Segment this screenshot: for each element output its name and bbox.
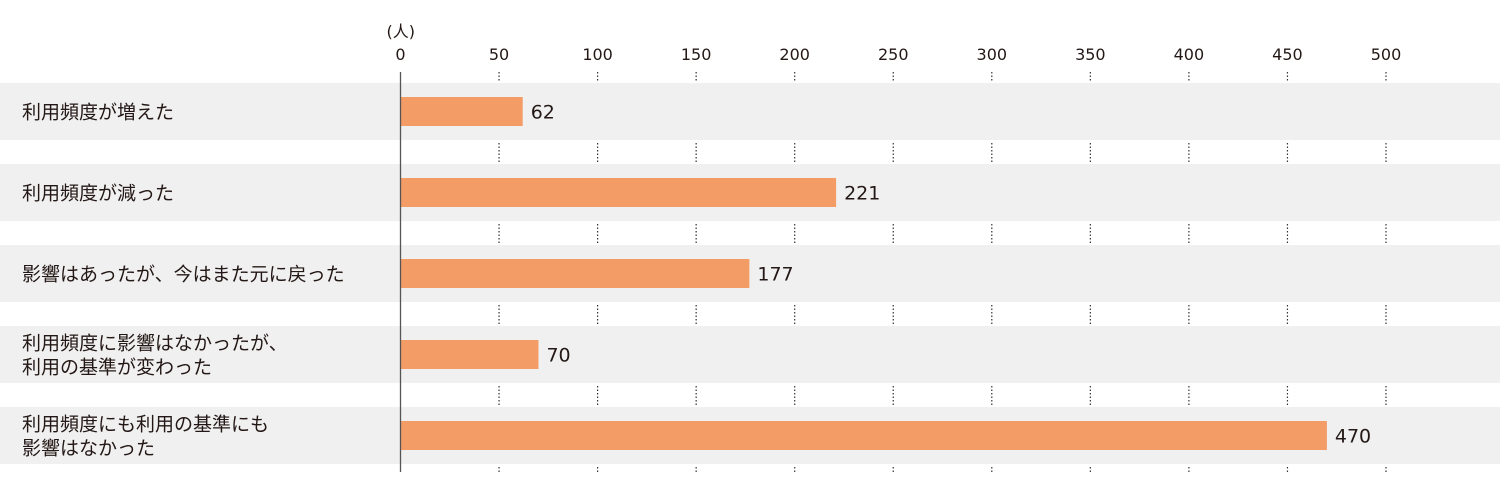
category-label: 利用頻度が増えた bbox=[22, 102, 174, 124]
tick-label: 200 bbox=[779, 45, 810, 64]
bar bbox=[400, 178, 837, 207]
bar bbox=[400, 340, 539, 369]
data-label: 177 bbox=[757, 264, 793, 286]
tick-label: 400 bbox=[1174, 45, 1205, 64]
tick-label: 450 bbox=[1272, 45, 1303, 64]
data-label: 70 bbox=[546, 345, 570, 367]
category-band bbox=[0, 245, 1500, 302]
bar bbox=[400, 259, 750, 288]
category-band bbox=[0, 83, 1500, 140]
category-label: 利用頻度にも利用の基準にも bbox=[22, 414, 269, 436]
tick-label: 50 bbox=[489, 45, 509, 64]
tick-label: 150 bbox=[681, 45, 712, 64]
data-label: 470 bbox=[1335, 426, 1371, 448]
data-label: 62 bbox=[531, 102, 555, 124]
unit-label: (人) bbox=[387, 22, 416, 41]
category-label: 影響はあったが、今はまた元に戻った bbox=[22, 264, 345, 286]
data-label: 221 bbox=[844, 183, 880, 205]
tick-label: 350 bbox=[1075, 45, 1106, 64]
category-label: 影響はなかった bbox=[22, 438, 155, 460]
tick-label: 500 bbox=[1371, 45, 1402, 64]
category-label: 利用頻度が減った bbox=[22, 183, 174, 205]
tick-label: 0 bbox=[395, 45, 405, 64]
bar bbox=[400, 421, 1327, 450]
category-band bbox=[0, 326, 1500, 383]
bar bbox=[400, 97, 523, 126]
tick-label: 250 bbox=[878, 45, 909, 64]
category-label: 利用頻度に影響はなかったが、 bbox=[22, 333, 288, 355]
tick-label: 300 bbox=[977, 45, 1008, 64]
tick-label: 100 bbox=[582, 45, 613, 64]
category-label: 利用の基準が変わった bbox=[22, 357, 212, 379]
